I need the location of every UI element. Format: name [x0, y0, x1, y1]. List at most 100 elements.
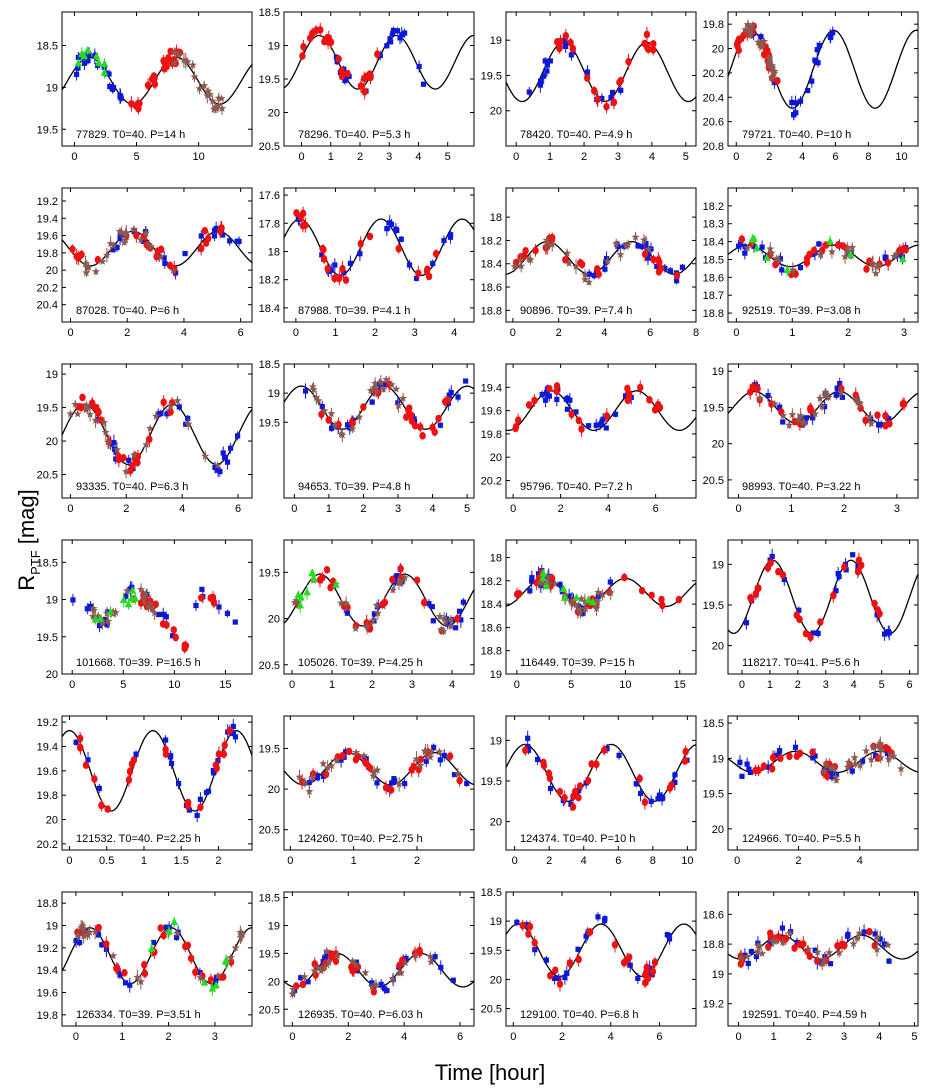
x-tick-label: 4 [649, 151, 655, 163]
data-point [226, 727, 233, 735]
data-point [672, 779, 678, 786]
panel-126334: 0 1 2 3 18.8 19 19.2 19.4 19.6 19.8 126334. T0=39.… [37, 891, 253, 1043]
data-point [539, 578, 548, 587]
data-point [197, 803, 204, 812]
y-tick-label: 18.5 [37, 41, 58, 53]
data-point [874, 411, 881, 419]
data-point [739, 773, 745, 779]
data-point [342, 77, 348, 84]
panel-label: 126334. T0=39. P=3.51 h [76, 1009, 201, 1021]
data-point [369, 399, 375, 405]
data-point [148, 604, 157, 613]
data-point [831, 772, 840, 781]
data-point [878, 422, 884, 428]
data-point [394, 227, 400, 233]
data-point [765, 58, 774, 67]
y-tick-label: 18.8 [481, 305, 502, 317]
x-tick-label: 10 [192, 151, 204, 163]
x-tick-label: 2 [795, 855, 801, 867]
data-point [553, 38, 561, 46]
data-point [317, 966, 326, 975]
data-point [890, 252, 899, 260]
data-point [616, 752, 622, 759]
data-point [376, 377, 385, 386]
y-tick-label: 20 [46, 815, 58, 827]
data-point [416, 63, 422, 70]
data-point [648, 798, 654, 804]
data-point [682, 747, 689, 756]
data-point [222, 957, 230, 965]
data-point [197, 244, 205, 253]
data-point [320, 773, 327, 779]
data-point [104, 616, 113, 625]
data-point [440, 614, 449, 622]
data-point [539, 573, 547, 582]
data-point [867, 419, 876, 427]
data-point [343, 749, 349, 755]
data-point [622, 393, 629, 399]
data-point [811, 409, 820, 418]
data-point [150, 608, 159, 617]
data-point [827, 961, 834, 967]
data-point [516, 255, 525, 264]
panel-label: 118217. T0=41. P=5.6 h [742, 657, 860, 669]
x-tick-label: 3 [901, 327, 907, 339]
y-tick-label: 20 [712, 44, 724, 56]
data-point [659, 601, 666, 610]
data-point [562, 974, 568, 981]
data-point [564, 970, 570, 976]
data-point [754, 941, 763, 949]
data-point [561, 590, 570, 599]
data-point [869, 742, 878, 751]
data-point [412, 754, 421, 763]
x-tick-label: 3 [212, 1031, 218, 1043]
data-point [889, 751, 898, 760]
x-tick-label: 6 [907, 679, 913, 691]
x-tick-label: 1 [329, 679, 335, 691]
data-point [569, 44, 577, 53]
x-tick-label: 2 [546, 855, 552, 867]
data-point [750, 234, 758, 242]
x-tick-label: 5 [879, 679, 885, 691]
data-point [390, 27, 397, 34]
x-tick-label: 5 [911, 1031, 917, 1043]
x-tick-label: 0 [733, 151, 739, 163]
y-tick-label: 19.5 [37, 403, 58, 415]
x-tick-label: 0 [735, 1031, 741, 1043]
data-point [542, 58, 548, 64]
panel-label: 92519. T0=39. P=3.08 h [742, 305, 860, 317]
x-tick-label: 6 [615, 855, 621, 867]
plot-area [728, 921, 918, 971]
data-point [163, 62, 170, 71]
data-point [438, 964, 444, 970]
y-tick-label: 18.4 [703, 237, 724, 249]
panel-frame [61, 187, 253, 323]
panel-frame [727, 187, 919, 323]
data-point [762, 253, 771, 261]
x-tick-label: 5 [683, 151, 689, 163]
data-point [106, 71, 112, 77]
data-point [338, 757, 344, 763]
data-point [650, 40, 657, 48]
data-point [681, 757, 689, 765]
data-point [796, 411, 805, 420]
data-point [215, 750, 223, 758]
data-point [537, 82, 543, 88]
data-point [378, 981, 384, 987]
data-point [394, 28, 401, 34]
plot-area [506, 26, 696, 114]
data-point [576, 603, 582, 609]
y-tick-label: 20 [268, 784, 280, 796]
data-point [319, 244, 326, 253]
data-point [543, 957, 550, 963]
x-tick-label: 1 [789, 327, 795, 339]
data-point [510, 262, 519, 270]
panel-frame [505, 539, 697, 675]
panel-94653: 0 1 2 3 4 5 18.5 19 19.5 94653. T0=39. P=4.8 h [259, 359, 475, 515]
data-point [526, 922, 534, 931]
x-tick-label: 2 [414, 855, 420, 867]
data-point [835, 948, 844, 957]
panel-label: 98993. T0=40. P=3.22 h [742, 481, 860, 493]
data-point [351, 960, 360, 969]
data-point [95, 923, 102, 932]
